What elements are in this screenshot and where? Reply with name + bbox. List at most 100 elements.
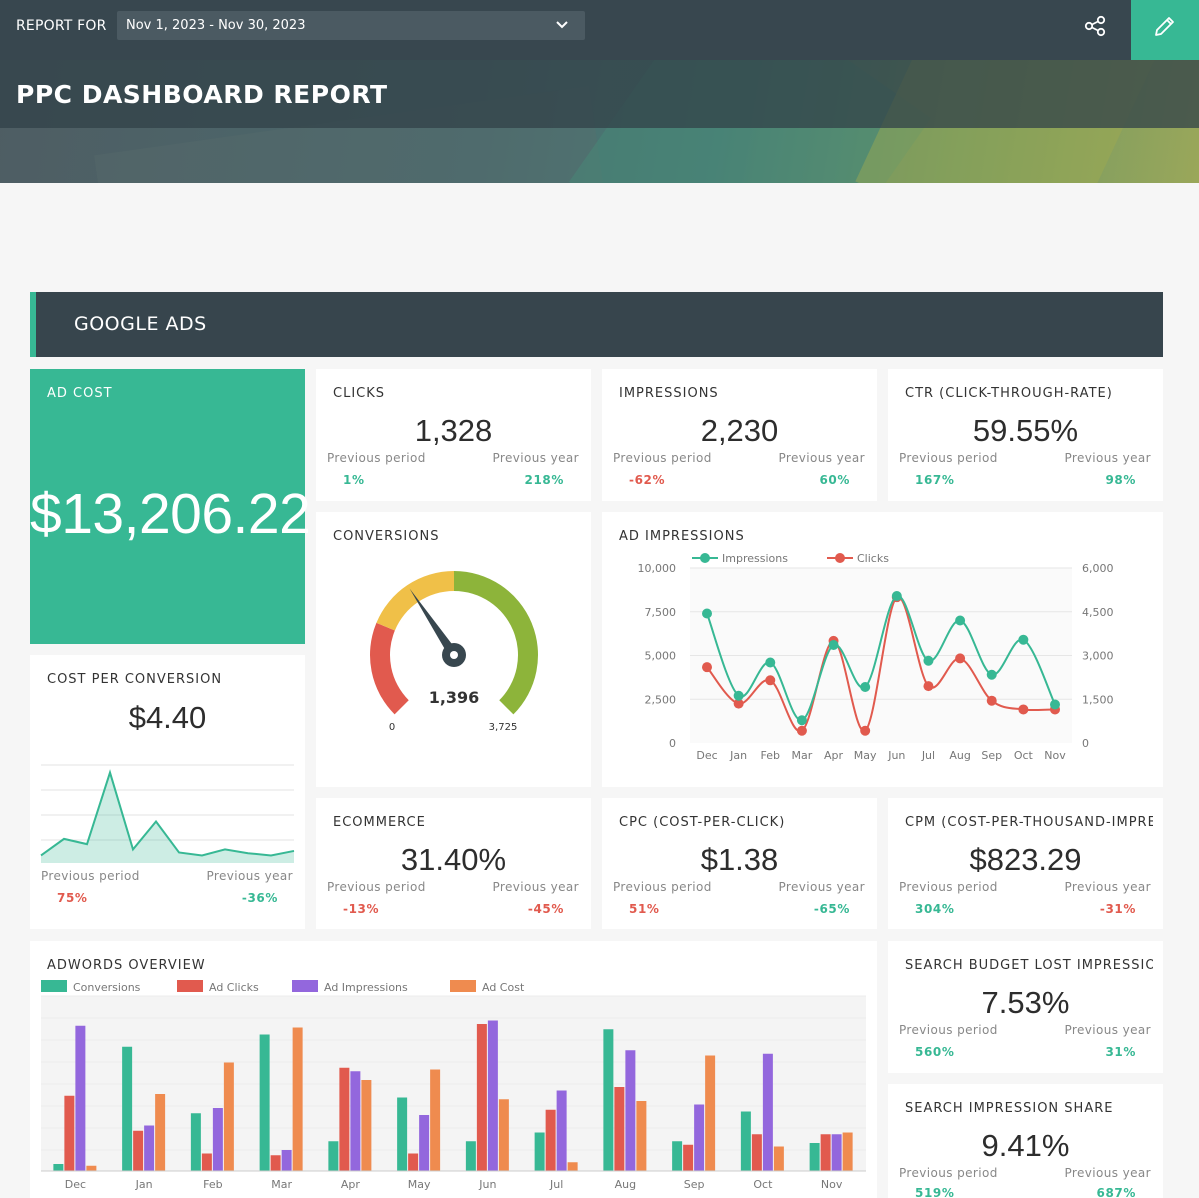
previous-year-label: Previous year [492,451,579,465]
bar [281,1150,292,1171]
conversions-label: CONVERSIONS [333,529,440,544]
search-impression-share-card[interactable]: SEARCH IMPRESSION SHARE 9.41% Previous p… [888,1084,1163,1198]
search-budget-lost-card[interactable]: SEARCH BUDGET LOST IMPRESSION SHARE 7.53… [888,941,1163,1073]
x-tick: May [854,749,877,762]
ctr-card[interactable]: CTR (CLICK-THROUGH-RATE) 59.55% Previous… [888,369,1163,501]
previous-year-label: Previous year [1064,451,1151,465]
bar [603,1029,614,1171]
cpm-label: CPM (COST-PER-THOUSAND-IMPRESSIONS) [905,815,1153,830]
cpc-card[interactable]: CPC (COST-PER-CLICK) $1.38 Previous peri… [602,798,877,929]
date-range-select[interactable]: Nov 1, 2023 - Nov 30, 2023 [117,11,585,40]
impressions-value: 2,230 [700,413,779,448]
bar [773,1146,784,1171]
search-budget-lost-label: SEARCH BUDGET LOST IMPRESSION SHARE [905,958,1153,973]
adwords-overview-card[interactable]: ADWORDS OVERVIEW Dec Jan Feb Mar Apr May Jun Ju… [30,941,877,1198]
cost-per-conversion-label: COST PER CONVERSION [47,672,223,687]
y-left-tick: 7,500 [645,606,677,619]
previous-period-change: 75% [57,891,88,905]
bar [408,1153,419,1171]
legend-swatch [450,980,476,992]
bar [614,1087,625,1171]
share-icon [1084,15,1106,37]
bar [64,1095,75,1171]
chevron-down-icon [556,21,568,29]
bar [75,1025,86,1171]
bar [842,1132,853,1171]
previous-period-label: Previous period [613,880,712,894]
edit-button[interactable] [1131,0,1199,60]
data-point [891,591,902,601]
data-point [860,725,871,736]
ecommerce-card[interactable]: ECOMMERCE 31.40% Previous period Previou… [316,798,591,929]
previous-year-label: Previous year [1064,1166,1151,1180]
cpm-card[interactable]: CPM (COST-PER-THOUSAND-IMPRESSIONS) $823… [888,798,1163,929]
y-left-tick: 0 [669,737,676,750]
section-title: GOOGLE ADS [74,313,207,335]
bar [740,1111,751,1171]
x-tick: Apr [824,749,844,762]
bar [53,1164,64,1171]
bar [831,1134,842,1171]
ecommerce-value: 31.40% [400,842,507,877]
previous-period-label: Previous period [41,869,140,883]
bar [133,1130,144,1171]
impressions-card[interactable]: IMPRESSIONS 2,230 Previous period Previo… [602,369,877,501]
x-tick: Mar [792,749,813,762]
bar [625,1050,636,1171]
bar [534,1132,545,1171]
previous-period-change: 560% [915,1045,955,1059]
gauge-min-label: 0 [389,722,395,733]
bar [567,1162,578,1171]
x-tick: Mar [271,1178,292,1191]
section-header: GOOGLE ADS [30,292,1163,357]
previous-year-change: -36% [241,891,278,905]
clicks-card[interactable]: CLICKS 1,328 Previous period Previous ye… [316,369,591,501]
bar [397,1097,408,1171]
x-tick: Aug [615,1178,636,1191]
x-tick: May [408,1178,431,1191]
gauge-segment-high [454,571,538,715]
gauge-value: 1,396 [429,688,480,707]
previous-year-label: Previous year [778,880,865,894]
previous-year-change: 31% [1105,1045,1136,1059]
x-tick: Oct [753,1178,773,1191]
x-tick: Jun [887,749,905,762]
bar [705,1055,716,1171]
bar [762,1053,773,1171]
bar [820,1134,831,1171]
x-tick: Jul [549,1178,563,1191]
conversions-card[interactable]: CONVERSIONS 1,396 0 3,725 [316,512,591,787]
legend-swatch [177,980,203,992]
cost-per-conversion-card[interactable]: COST PER CONVERSION $4.40 Previous perio… [30,655,305,929]
data-point [765,675,776,686]
x-tick: Dec [65,1178,86,1191]
previous-period-label: Previous period [327,451,426,465]
data-point [955,653,966,664]
data-point [828,640,839,650]
pencil-icon [1155,17,1174,36]
data-point [702,662,712,673]
legend-swatch [292,980,318,992]
data-point [860,682,871,692]
y-right-tick: 0 [1082,737,1089,750]
y-right-tick: 6,000 [1082,562,1114,575]
data-point [733,690,744,701]
ad-cost-card[interactable]: AD COST $13,206.22 [30,369,311,644]
clicks-label: CLICKS [333,386,386,401]
cost-per-conversion-value: $4.40 [128,700,207,735]
data-point [796,715,807,726]
y-left-tick: 5,000 [645,650,677,663]
gauge-needle [409,588,459,658]
share-button[interactable] [1080,12,1112,44]
bar [86,1165,97,1171]
x-tick: Sep [981,749,1002,762]
data-point [1050,699,1060,710]
date-range-value: Nov 1, 2023 - Nov 30, 2023 [126,18,306,33]
ad-impressions-card[interactable]: AD IMPRESSIONS 0 2,500 5,000 7,500 10,000 0 1,… [602,512,1163,787]
bar [636,1101,647,1171]
adwords-overview-chart: Dec Jan Feb Mar Apr May Jun Jul Aug Sep Oct Nov Conv… [41,980,866,1191]
impressions-label: IMPRESSIONS [619,386,719,401]
previous-period-label: Previous period [899,1023,998,1037]
cpc-label: CPC (COST-PER-CLICK) [619,815,786,830]
previous-year-change: 218% [524,473,564,487]
